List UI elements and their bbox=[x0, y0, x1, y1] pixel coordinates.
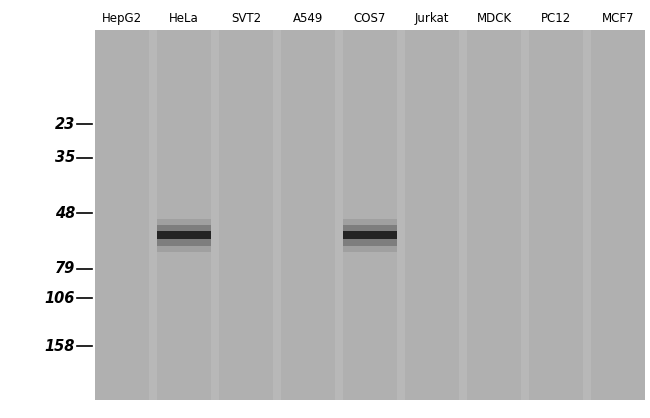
Bar bbox=[343, 231, 397, 240]
Bar bbox=[343, 30, 397, 400]
Bar bbox=[343, 225, 397, 245]
Text: 106: 106 bbox=[45, 291, 75, 306]
Bar bbox=[343, 219, 397, 252]
Bar bbox=[529, 30, 583, 400]
Bar bbox=[95, 30, 645, 400]
Text: PC12: PC12 bbox=[541, 12, 571, 25]
Text: A549: A549 bbox=[292, 12, 323, 25]
Bar bbox=[95, 30, 149, 400]
Text: Jurkat: Jurkat bbox=[415, 12, 449, 25]
Text: 35: 35 bbox=[55, 150, 75, 165]
Bar bbox=[157, 231, 211, 240]
Bar bbox=[281, 30, 335, 400]
Bar bbox=[405, 30, 459, 400]
Text: 23: 23 bbox=[55, 117, 75, 132]
Bar bbox=[591, 30, 645, 400]
Bar bbox=[157, 225, 211, 245]
Text: MDCK: MDCK bbox=[476, 12, 512, 25]
Bar bbox=[467, 30, 521, 400]
Text: COS7: COS7 bbox=[354, 12, 386, 25]
Bar bbox=[157, 219, 211, 252]
Text: HeLa: HeLa bbox=[169, 12, 199, 25]
Bar bbox=[157, 30, 211, 400]
Bar bbox=[219, 30, 273, 400]
Text: MCF7: MCF7 bbox=[602, 12, 634, 25]
Text: SVT2: SVT2 bbox=[231, 12, 261, 25]
Text: HepG2: HepG2 bbox=[102, 12, 142, 25]
Text: 48: 48 bbox=[55, 206, 75, 221]
Text: 79: 79 bbox=[55, 261, 75, 276]
Text: 158: 158 bbox=[45, 339, 75, 354]
